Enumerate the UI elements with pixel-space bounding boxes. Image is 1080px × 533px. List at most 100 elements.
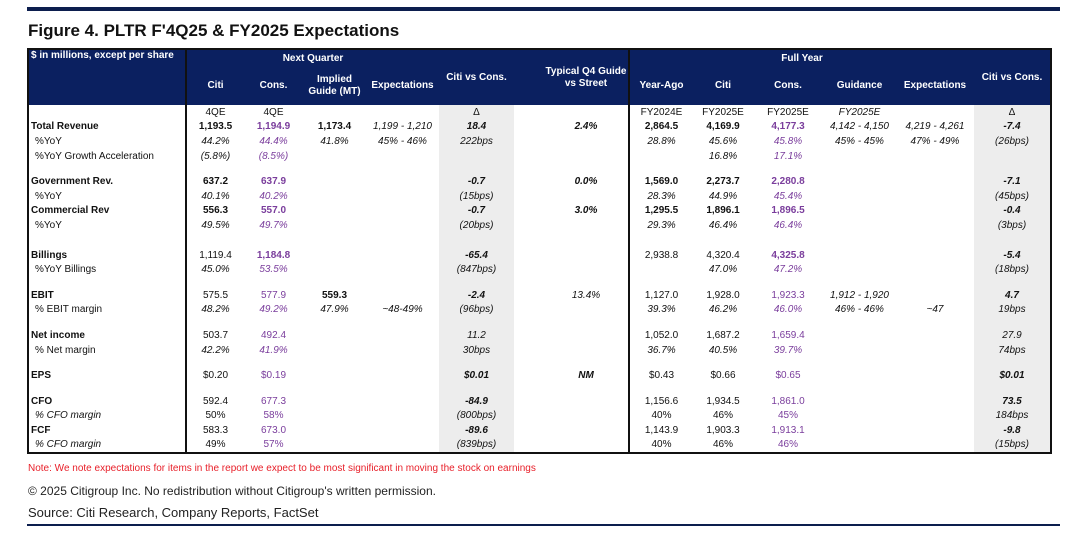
spacer-cell [514, 163, 629, 174]
nq-implied-cell [303, 394, 366, 409]
spacer-cell [244, 233, 303, 248]
fy-citi-vs-cons-cell: Δ [974, 105, 1051, 120]
nq-implied-guide-header: Implied Guide (MT) [303, 67, 366, 105]
nq-implied-cell [303, 438, 366, 454]
nq-implied-cell [303, 204, 366, 219]
nq-citi-cell: (5.8%) [185, 148, 244, 164]
fy-cons-cell: 1,861.0 [771, 395, 805, 407]
fy-citi-cell: 1,687.2 [706, 329, 740, 341]
label-cell: % CFO margin [35, 439, 102, 451]
spacer-cell [28, 233, 186, 248]
label-cell: %YoY [35, 219, 62, 231]
nq-citi-vs-cons-cell: (839bps) [439, 437, 514, 454]
fy-expectations-cell [896, 149, 974, 164]
nq-citi-cell: 44.2% [185, 134, 244, 149]
spacer-cell [366, 317, 439, 328]
label-cell: % CFO margin [35, 410, 102, 422]
typical-q4-cell [514, 248, 629, 263]
nq-implied-cell [303, 105, 366, 120]
nq-citi-vs-cons-cell: 30bps [439, 342, 514, 358]
label-cell: %YoY Growth Acceleration [35, 150, 154, 162]
spacer-cell [439, 357, 514, 369]
nq-citi-cell: 48.2% [185, 302, 244, 318]
nq-expectations-cell: 1,199 - 1,210 [373, 121, 432, 133]
table-row: % CFO margin 50% 58% (800bps) 40% 46% 45% 184bp… [28, 408, 1051, 424]
fy-cons-cell: 39.7% [773, 344, 803, 356]
typical-q4-cell [514, 438, 629, 454]
nq-expectations-cell [366, 343, 439, 358]
fy-expectations-cell: 4,219 - 4,261 [905, 121, 965, 133]
label-cell: Commercial Rev [31, 205, 110, 217]
spacer-cell [185, 163, 244, 175]
spacer-cell [823, 163, 896, 174]
fy-citi-vs-cons-cell: -9.8 [974, 423, 1051, 438]
spacer-cell [514, 277, 629, 288]
fy-year-ago-cell: 1,156.6 [628, 393, 693, 409]
nq-citi-cell: 50% [185, 408, 244, 424]
nq-citi-vs-cons-cell: (96bps) [439, 302, 514, 318]
nq-implied-cell: 47.9% [320, 304, 349, 316]
nq-implied-cell [303, 343, 366, 358]
fy-expectations-cell [896, 248, 974, 263]
nq-citi-vs-cons-cell: 222bps [439, 134, 514, 149]
typical-q4-cell [514, 134, 629, 149]
nq-citi-vs-cons-cell: -2.4 [439, 287, 514, 303]
nq-cons-cell: 637.9 [260, 176, 287, 188]
nq-expectations-header: Expectations [366, 67, 439, 105]
spacer-cell [974, 357, 1051, 369]
label-cell: %YoY [35, 135, 62, 147]
spacer-cell [366, 163, 439, 174]
fy-guidance-cell: 46% - 46% [835, 304, 884, 316]
table-row: EBIT 575.5 577.9 559.3 -2.4 13.4% 1,127.0 1,928… [28, 287, 1051, 303]
fy-year-ago-cell: 39.3% [628, 302, 693, 318]
figure-title: Figure 4. PLTR F'4Q25 & FY2025 Expectati… [28, 21, 400, 40]
fy-citi-vs-cons-cell: 73.5 [974, 393, 1051, 409]
typical-q4-cell [514, 394, 629, 409]
label-cell: EBIT [31, 289, 54, 301]
spacer-cell [753, 317, 823, 328]
nq-citi-cell: 45.0% [185, 262, 244, 277]
nq-cons-cell: 40.2% [259, 190, 288, 202]
typical-q4-cell [514, 343, 629, 358]
fy-cons-cell: 1,923.3 [771, 289, 805, 301]
fy-citi-cell: 2,273.7 [706, 176, 740, 188]
spacer-cell [693, 317, 753, 328]
spacer-cell [974, 317, 1051, 329]
fy-citi-cell: 16.8% [708, 150, 738, 162]
fy-guidance-cell [823, 248, 896, 263]
fy-year-ago-cell: 28.8% [628, 134, 693, 149]
nq-cons-cell: $0.19 [260, 370, 287, 382]
nq-expectations-cell [366, 262, 439, 277]
spacer-cell [244, 383, 303, 394]
label-cell: Total Revenue [31, 121, 99, 133]
nq-citi-cell: 583.3 [185, 423, 244, 438]
spacer-cell [974, 232, 1051, 248]
fy-year-ago-cell: 1,052.0 [628, 328, 693, 343]
spacer-row [28, 357, 1051, 369]
nq-citi-cell: 556.3 [185, 203, 244, 219]
spacer-cell [628, 317, 693, 329]
spacer-cell [823, 277, 896, 288]
expectations-table: $ in millions, except per share Next Qua… [27, 48, 1052, 455]
nq-implied-cell: 1,173.4 [317, 121, 352, 133]
typical-q4-cell [514, 262, 629, 277]
table-row: %YoY 44.2% 44.4% 41.8% 45% - 46% 222bps 28.8% 4… [28, 134, 1051, 149]
fy-guidance-cell: 45% - 45% [835, 135, 884, 147]
fy-cons-cell: 1,913.1 [771, 424, 805, 436]
fy-cons-cell: 46% [777, 439, 798, 451]
fy-year-ago-cell: 1,143.9 [628, 423, 693, 438]
nq-citi-vs-cons-cell: $0.01 [439, 368, 514, 383]
fy-citi-cell: 1,896.1 [706, 205, 740, 217]
spacer-cell [303, 163, 366, 174]
nq-citi-vs-cons-cell: 18.4 [439, 119, 514, 135]
fy-guidance-cell [823, 438, 896, 454]
fy-year-ago-cell: 1,569.0 [628, 174, 693, 189]
fy-year-ago-cell: 28.3% [628, 188, 693, 204]
spacer-cell [439, 163, 514, 175]
nq-expectations-cell [366, 438, 439, 454]
fy-year-ago-cell: $0.43 [628, 368, 693, 383]
label-cell: EPS [31, 370, 52, 382]
fy-cons-cell: 1,896.5 [771, 205, 805, 217]
fy-year-ago-cell: 29.3% [628, 218, 693, 233]
typical-q4-cell [514, 328, 629, 343]
